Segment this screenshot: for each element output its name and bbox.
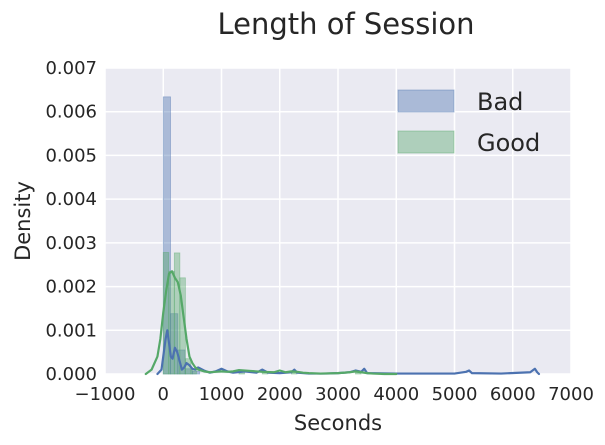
chart-title: Length of Session [217, 7, 474, 41]
x-tick-label: −1000 [75, 384, 136, 405]
x-tick-label: 0 [158, 384, 169, 405]
y-tick-label: 0.004 [45, 189, 97, 210]
bar-bad [191, 370, 201, 375]
x-axis-label: Seconds [294, 411, 382, 435]
x-tick-label: 3000 [315, 384, 361, 405]
y-tick-label: 0.001 [45, 320, 97, 341]
bar-bad [162, 96, 171, 375]
x-tick-label: 5000 [432, 384, 478, 405]
bar-bad [170, 313, 179, 375]
x-tick-labels: −1000 0 1000 2000 3000 4000 5000 6000 7000 [75, 384, 594, 405]
legend-swatch-bad [397, 89, 455, 113]
y-tick-label: 0.007 [45, 58, 97, 79]
kde-curves [144, 270, 541, 376]
y-axis-label: Density [11, 181, 35, 261]
legend-label-bad: Bad [477, 88, 523, 116]
kde-line-good [144, 270, 398, 376]
plot-area [104, 67, 572, 376]
x-tick-label: 6000 [490, 384, 536, 405]
y-tick-label: 0.006 [45, 102, 97, 123]
y-tick-labels: 0.000 0.001 0.002 0.003 0.004 0.005 0.006 0.007 [45, 58, 97, 385]
legend-swatch-good [397, 130, 455, 154]
bar-good [173, 252, 181, 375]
bar-bad [184, 368, 193, 375]
x-tick-label: 1000 [199, 384, 245, 405]
kde-line-bad [156, 329, 541, 376]
x-tick-label: 4000 [373, 384, 419, 405]
legend-label-good: Good [477, 129, 540, 157]
bar-bad [177, 349, 186, 375]
y-tick-label: 0.003 [45, 233, 97, 254]
x-tick-label: 7000 [548, 384, 594, 405]
y-tick-label: 0.002 [45, 277, 97, 298]
y-tick-label: 0.005 [45, 145, 97, 166]
legend: Bad Good [397, 88, 540, 157]
y-tick-label: 0.000 [45, 364, 97, 385]
x-tick-label: 2000 [257, 384, 303, 405]
